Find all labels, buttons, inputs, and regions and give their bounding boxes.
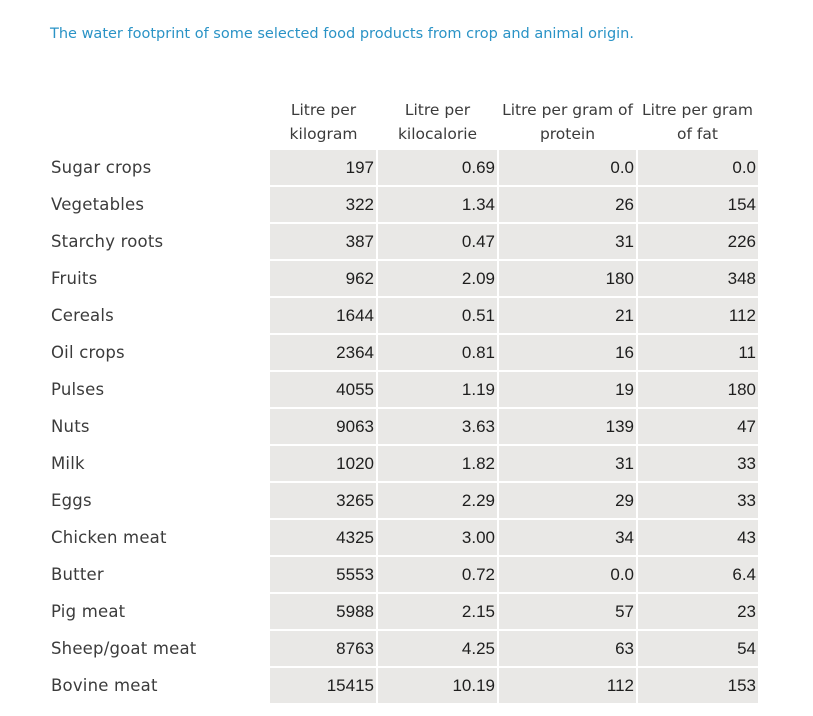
- value-cell: 112: [498, 667, 638, 705]
- value-cell: 21: [498, 297, 638, 335]
- row-label: Cereals: [40, 297, 270, 335]
- value-cell: 348: [637, 260, 758, 298]
- value-cell: 2364: [270, 334, 378, 372]
- value-cell: 112: [637, 297, 758, 335]
- value-cell: 0.0: [637, 150, 758, 187]
- row-label: Bovine meat: [40, 667, 270, 705]
- row-label: Vegetables: [40, 186, 270, 224]
- value-cell: 34: [498, 519, 638, 557]
- row-label: Nuts: [40, 408, 270, 446]
- table-row: Cereals 1644 0.51 21 112: [40, 297, 758, 335]
- value-cell: 11: [637, 334, 758, 372]
- column-header-litre-per-kilogram: Litre per kilogram: [289, 101, 358, 143]
- value-cell: 29: [498, 482, 638, 520]
- value-cell: 3265: [270, 482, 378, 520]
- table-row: Eggs 3265 2.29 29 33: [40, 482, 758, 520]
- value-cell: 9063: [270, 408, 378, 446]
- table-caption: The water footprint of some selected foo…: [50, 26, 634, 42]
- row-label: Fruits: [40, 260, 270, 298]
- value-cell: 2.15: [377, 593, 499, 631]
- value-cell: 31: [498, 445, 638, 483]
- value-cell: 16: [498, 334, 638, 372]
- value-cell: 180: [637, 371, 758, 409]
- table-row: Sheep/goat meat 8763 4.25 63 54: [40, 630, 758, 668]
- value-cell: 0.72: [377, 556, 499, 594]
- value-cell: 4325: [270, 519, 378, 557]
- value-cell: 1.82: [377, 445, 499, 483]
- table-row: Pulses 4055 1.19 19 180: [40, 371, 758, 409]
- header-row: Litre per kilogram Litre per kilocalorie…: [40, 88, 758, 150]
- table-row: Fruits 962 2.09 180 348: [40, 260, 758, 298]
- value-cell: 33: [637, 445, 758, 483]
- column-header-litre-per-gram-protein: Litre per gram of protein: [502, 101, 633, 143]
- value-cell: 226: [637, 223, 758, 261]
- row-label: Starchy roots: [40, 223, 270, 261]
- row-label: Milk: [40, 445, 270, 483]
- row-label: Pig meat: [40, 593, 270, 631]
- value-cell: 3.00: [377, 519, 499, 557]
- value-cell: 153: [637, 667, 758, 705]
- row-label: Pulses: [40, 371, 270, 409]
- water-footprint-table: Litre per kilogram Litre per kilocalorie…: [40, 88, 758, 705]
- value-cell: 1.34: [377, 186, 499, 224]
- value-cell: 6.4: [637, 556, 758, 594]
- row-label: Oil crops: [40, 334, 270, 372]
- column-header-litre-per-gram-fat: Litre per gram of fat: [642, 101, 753, 143]
- row-label: Chicken meat: [40, 519, 270, 557]
- value-cell: 322: [270, 186, 378, 224]
- value-cell: 0.69: [377, 150, 499, 187]
- table-row: Butter 5553 0.72 0.0 6.4: [40, 556, 758, 594]
- table-row: Oil crops 2364 0.81 16 11: [40, 334, 758, 372]
- value-cell: 5988: [270, 593, 378, 631]
- row-label: Sheep/goat meat: [40, 630, 270, 668]
- value-cell: 5553: [270, 556, 378, 594]
- table-row: Milk 1020 1.82 31 33: [40, 445, 758, 483]
- value-cell: 4.25: [377, 630, 499, 668]
- table-row: Sugar crops 197 0.69 0.0 0.0: [40, 150, 758, 187]
- value-cell: 0.0: [498, 556, 638, 594]
- value-cell: 3.63: [377, 408, 499, 446]
- row-label: Sugar crops: [40, 150, 270, 187]
- header-blank-cell: [40, 88, 270, 150]
- row-label: Eggs: [40, 482, 270, 520]
- value-cell: 31: [498, 223, 638, 261]
- value-cell: 2.29: [377, 482, 499, 520]
- row-label: Butter: [40, 556, 270, 594]
- value-cell: 54: [637, 630, 758, 668]
- table-row: Pig meat 5988 2.15 57 23: [40, 593, 758, 631]
- value-cell: 197: [270, 150, 378, 187]
- value-cell: 19: [498, 371, 638, 409]
- value-cell: 1644: [270, 297, 378, 335]
- value-cell: 15415: [270, 667, 378, 705]
- value-cell: 23: [637, 593, 758, 631]
- value-cell: 1020: [270, 445, 378, 483]
- table-row: Chicken meat 4325 3.00 34 43: [40, 519, 758, 557]
- value-cell: 2.09: [377, 260, 499, 298]
- value-cell: 8763: [270, 630, 378, 668]
- value-cell: 180: [498, 260, 638, 298]
- table-row: Nuts 9063 3.63 139 47: [40, 408, 758, 446]
- value-cell: 47: [637, 408, 758, 446]
- value-cell: 26: [498, 186, 638, 224]
- value-cell: 0.47: [377, 223, 499, 261]
- value-cell: 43: [637, 519, 758, 557]
- table-row: Starchy roots 387 0.47 31 226: [40, 223, 758, 261]
- value-cell: 4055: [270, 371, 378, 409]
- table-row: Bovine meat 15415 10.19 112 153: [40, 667, 758, 705]
- value-cell: 387: [270, 223, 378, 261]
- value-cell: 33: [637, 482, 758, 520]
- value-cell: 10.19: [377, 667, 499, 705]
- table-body: Sugar crops 197 0.69 0.0 0.0 Vegetables 322 1.3…: [40, 150, 758, 705]
- value-cell: 1.19: [377, 371, 499, 409]
- value-cell: 0.51: [377, 297, 499, 335]
- value-cell: 0.81: [377, 334, 499, 372]
- value-cell: 154: [637, 186, 758, 224]
- value-cell: 57: [498, 593, 638, 631]
- value-cell: 139: [498, 408, 638, 446]
- value-cell: 962: [270, 260, 378, 298]
- table-row: Vegetables 322 1.34 26 154: [40, 186, 758, 224]
- value-cell: 63: [498, 630, 638, 668]
- value-cell: 0.0: [498, 150, 638, 187]
- column-header-litre-per-kilocalorie: Litre per kilocalorie: [397, 101, 478, 143]
